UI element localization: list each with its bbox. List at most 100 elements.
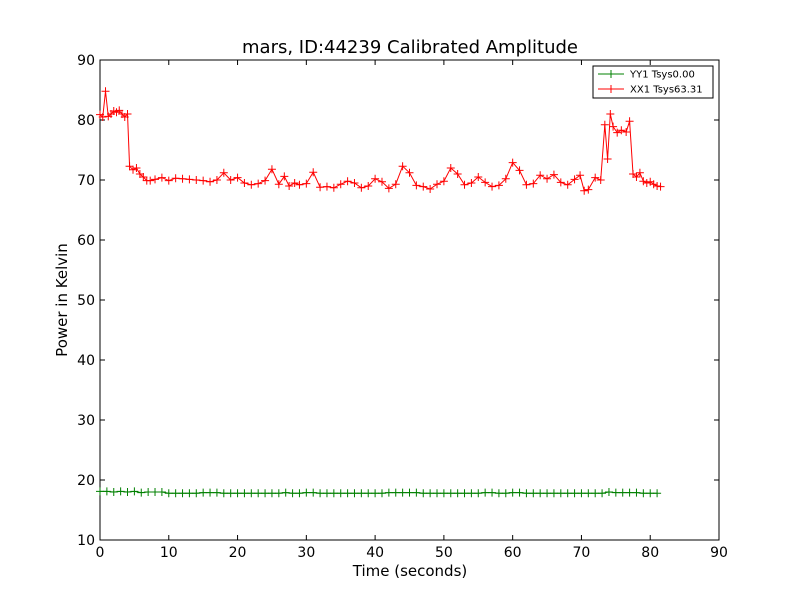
data-point (611, 488, 620, 497)
legend-marker (607, 85, 615, 93)
legend-label: XX1 Tsys63.31 (630, 85, 703, 96)
data-point (508, 158, 517, 167)
data-point (613, 128, 622, 137)
data-point (350, 489, 359, 498)
data-point (226, 489, 235, 498)
data-point (391, 488, 400, 497)
data-point (494, 181, 503, 190)
data-point (591, 173, 600, 182)
data-point (522, 489, 531, 498)
data-point (617, 126, 626, 135)
data-point (536, 489, 545, 498)
data-point (405, 168, 414, 177)
data-point (129, 165, 138, 174)
data-point (591, 489, 600, 498)
data-point (151, 175, 160, 184)
y-tick-label: 80 (77, 113, 95, 129)
data-point (570, 489, 579, 498)
data-point (625, 117, 634, 126)
data-point (446, 489, 455, 498)
data-point (178, 489, 187, 498)
data-point (132, 164, 141, 172)
data-point (584, 185, 593, 194)
y-tick-label: 20 (77, 473, 95, 489)
data-point (563, 180, 572, 189)
data-point (192, 489, 201, 498)
data-point (632, 173, 641, 181)
data-point (570, 175, 579, 184)
data-point (501, 489, 510, 498)
data-point (600, 120, 609, 129)
data-point (604, 488, 613, 496)
data-point (274, 180, 283, 189)
data-point (426, 489, 435, 498)
legend: YY1 Tsys0.00 XX1 Tsys63.31 (592, 65, 714, 99)
data-point (529, 179, 538, 188)
data-point (635, 168, 644, 177)
data-point (185, 175, 194, 184)
data-point (467, 489, 476, 498)
y-tick-label: 70 (77, 173, 95, 189)
data-point (206, 177, 215, 186)
data-point (522, 180, 531, 189)
x-tick-label: 20 (229, 545, 247, 561)
data-point (412, 488, 421, 497)
data-point (267, 165, 276, 174)
data-point (632, 488, 641, 497)
x-tick-label: 10 (160, 545, 178, 561)
data-point (302, 488, 311, 497)
data-point (171, 489, 180, 498)
data-point (433, 489, 442, 498)
y-tick-label: 10 (77, 533, 95, 549)
legend-box (592, 65, 714, 99)
data-point (576, 171, 585, 180)
data-point (116, 487, 125, 496)
y-tick-label: 90 (77, 53, 95, 69)
data-point (460, 489, 469, 498)
data-point (536, 171, 545, 180)
data-point (212, 176, 221, 184)
data-point (247, 180, 256, 189)
series-1 (96, 487, 662, 498)
data-point (329, 489, 338, 498)
data-point (171, 174, 180, 183)
data-point (125, 162, 134, 171)
data-point (261, 176, 270, 185)
data-point (137, 488, 146, 497)
data-point (281, 488, 290, 497)
data-point (556, 489, 565, 498)
data-point (185, 489, 194, 498)
data-point (618, 488, 627, 497)
data-point (357, 489, 366, 498)
data-point (563, 489, 572, 498)
data-point (254, 179, 263, 188)
legend-marker (607, 70, 615, 78)
data-point (494, 489, 503, 498)
data-point (206, 488, 215, 497)
data-point (439, 177, 448, 186)
y-axis-label: Power in Kelvin (53, 243, 71, 357)
data-point (280, 172, 289, 181)
data-point (460, 180, 469, 189)
data-point (584, 489, 593, 498)
y-tick-label: 30 (77, 413, 95, 429)
data-point (606, 110, 615, 118)
data-point (144, 488, 153, 496)
data-point (343, 489, 352, 498)
y-tick-label: 60 (77, 233, 95, 249)
data-point (391, 180, 400, 189)
x-tick-label: 50 (435, 545, 453, 561)
series-layer (96, 87, 665, 498)
data-point (653, 489, 662, 498)
x-tick-label: 70 (573, 545, 591, 561)
data-point (123, 488, 132, 496)
data-point (102, 487, 111, 496)
data-point (109, 488, 118, 496)
data-point (639, 489, 648, 498)
data-point (267, 489, 276, 498)
data-point (439, 489, 448, 498)
data-point (603, 155, 612, 163)
data-point (233, 489, 242, 498)
data-point (642, 179, 651, 187)
